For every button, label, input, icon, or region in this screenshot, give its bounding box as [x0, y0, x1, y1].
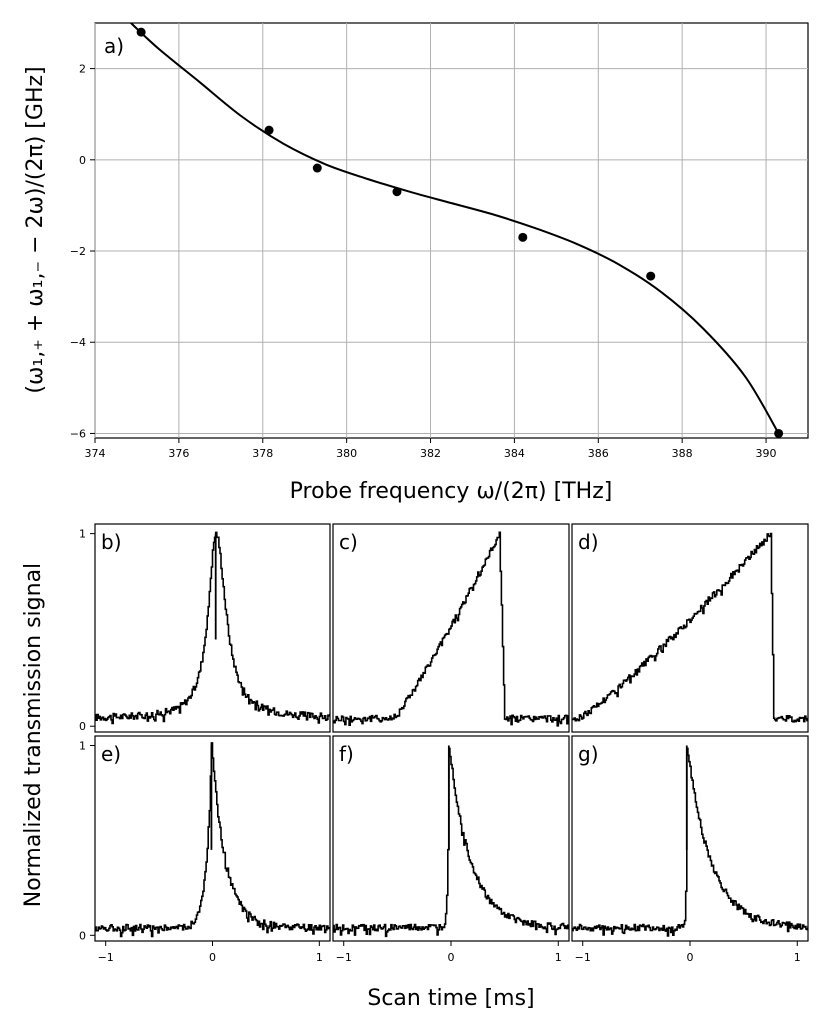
panel-a: 374 376 378 380 382 384 386 388 390 2 0 −2 −4 −6 a) P… — [23, 22, 809, 504]
data-points — [136, 27, 784, 438]
y-tick-label: −4 — [70, 336, 86, 349]
x-tick-label: 0 — [209, 951, 216, 964]
panel-frame — [94, 523, 331, 733]
x-tick-label: 1 — [794, 951, 801, 964]
panel-frame — [332, 735, 570, 942]
y-tick-label: 1 — [79, 528, 86, 541]
x-tick-label: 384 — [504, 447, 525, 460]
panel-b: b) 1 0 — [79, 523, 331, 733]
panel-g: g) −1 0 1 — [571, 735, 809, 964]
transmission-panels: b) 1 0 c) d) e) 1 0 −1 0 1 f) −1 0 1 g) −1 0 1 — [79, 523, 809, 964]
x-tick-label: 382 — [420, 447, 441, 460]
y-tick-label: −2 — [70, 245, 86, 258]
fit-curve — [129, 23, 780, 434]
transmission-trace — [95, 531, 330, 725]
panel-a-ticks: 374 376 378 380 382 384 386 388 390 2 0 −2 −4 −6 — [70, 63, 777, 460]
data-point — [392, 187, 402, 197]
data-point — [136, 27, 146, 37]
panel-label: e) — [101, 742, 121, 766]
panel-a-ylabel: (ω₁,₊ + ω₁,₋ − 2ω)/(2π) [GHz] — [23, 66, 48, 393]
transmission-trace — [95, 742, 330, 938]
x-tick-label: 378 — [252, 447, 273, 460]
panel-label: g) — [578, 742, 599, 766]
panel-e: e) 1 0 −1 0 1 — [79, 735, 331, 964]
data-point — [264, 125, 274, 135]
panel-label-a: a) — [104, 34, 124, 58]
x-tick-label: −1 — [336, 951, 352, 964]
y-tick-label: 0 — [79, 929, 86, 942]
transmission-trace — [572, 747, 808, 937]
x-tick-label: 376 — [168, 447, 189, 460]
data-point — [646, 271, 656, 281]
panel-frame — [332, 523, 570, 733]
panel-a-xlabel: Probe frequency ω/(2π) [THz] — [290, 479, 613, 504]
x-tick-label: 374 — [85, 447, 106, 460]
y-tick-label: −6 — [70, 427, 86, 440]
x-tick-label: 388 — [672, 447, 693, 460]
x-tick-label: 390 — [756, 447, 777, 460]
x-tick-label: 386 — [588, 447, 609, 460]
panel-frame — [94, 735, 331, 942]
x-tick-label: −1 — [575, 951, 591, 964]
y-tick-label: 0 — [79, 154, 86, 167]
panel-a-grid — [94, 23, 808, 438]
panel-label: b) — [101, 530, 122, 554]
panel-d: d) — [571, 523, 809, 733]
panel-f: f) −1 0 1 — [332, 735, 570, 964]
transmission-trace — [333, 531, 569, 727]
panel-label: c) — [339, 530, 358, 554]
panel-label: f) — [339, 742, 354, 766]
y-tick-label: 1 — [79, 739, 86, 752]
x-tick-label: 1 — [316, 951, 323, 964]
x-tick-label: 1 — [555, 951, 562, 964]
y-tick-label: 2 — [79, 63, 86, 76]
transmission-trace — [333, 747, 569, 938]
data-point — [518, 232, 528, 242]
panel-label: d) — [578, 530, 599, 554]
panel-frame — [571, 523, 809, 733]
panel-c: c) — [332, 523, 570, 733]
scan-time-xlabel: Scan time [ms] — [367, 986, 534, 1011]
data-point — [312, 163, 322, 173]
x-tick-label: −1 — [98, 951, 114, 964]
transmission-ylabel: Normalized transmission signal — [21, 563, 46, 907]
x-tick-label: 0 — [448, 951, 455, 964]
y-tick-label: 0 — [79, 720, 86, 733]
x-tick-label: 380 — [336, 447, 357, 460]
transmission-trace — [572, 532, 808, 723]
data-point — [774, 428, 784, 438]
x-tick-label: 0 — [687, 951, 694, 964]
